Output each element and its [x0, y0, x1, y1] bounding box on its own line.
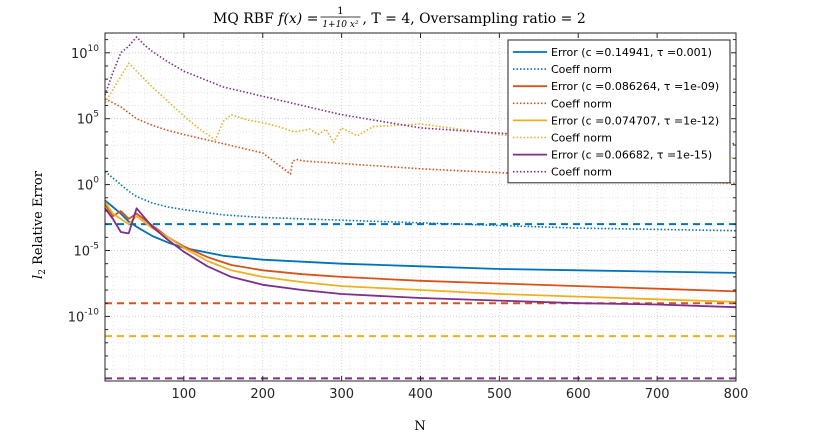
error-line-0 [104, 199, 737, 274]
x-tick-label: 600 [566, 387, 591, 402]
y-tick-label: 10-10 [68, 307, 100, 325]
y-tick-label: 1010 [71, 44, 99, 62]
legend-box [507, 39, 731, 184]
axes: 100 200 300 400 500 600 700 800 1010 105 100 10-5 10… [68, 32, 749, 402]
x-tick-label: 800 [724, 387, 749, 402]
coeff-norm-line-7 [104, 36, 737, 145]
threshold-lines [105, 223, 736, 380]
legend-label: Error (c =0.074707, τ =1e-12) [551, 114, 719, 127]
title-fraction-numerator: 1 [337, 6, 343, 17]
legend-label: Coeff norm [551, 132, 612, 145]
error-line-6 [104, 207, 737, 309]
coeff-norm-line-1 [104, 170, 737, 232]
error-line-4 [104, 201, 737, 303]
title-suffix: , T = 4, Oversampling ratio = 2 [362, 11, 585, 27]
series-layer [104, 36, 737, 309]
legend-label: Coeff norm [551, 63, 612, 76]
x-tick-label: 300 [329, 387, 354, 402]
legend-label: Error (c =0.14941, τ =0.001) [551, 46, 712, 59]
title-fraction: 1 1+10 x² [320, 6, 361, 30]
y-tick-label: 10-5 [73, 242, 99, 260]
ylabel-sub: 2 [38, 269, 48, 275]
ylabel-l: l [31, 275, 46, 279]
x-tick-label: 200 [250, 387, 275, 402]
coeff-norm-line-5 [104, 62, 737, 159]
legend-label: Coeff norm [551, 97, 612, 110]
x-tick-label: 700 [645, 387, 670, 402]
title-prefix: MQ RBF [213, 11, 278, 27]
ylabel-rest: Relative Error [31, 170, 46, 269]
y-axis-label: l2 Relative Error [31, 170, 48, 279]
legend-label: Error (c =0.086264, τ =1e-09) [551, 80, 719, 93]
legend-label: Error (c =0.06682, τ =1e-15) [551, 149, 712, 162]
x-axis-label: N [414, 419, 425, 434]
title-fx: f(x) = [277, 11, 318, 27]
svg-text:MQ RBF f(x) =: MQ RBF f(x) = [213, 11, 318, 27]
y-tick-label: 105 [77, 110, 99, 128]
error-line-2 [104, 203, 737, 293]
title-fraction-denominator: 1+10 x² [322, 20, 359, 30]
legend-label: Coeff norm [551, 166, 612, 179]
x-tick-label: 100 [171, 387, 196, 402]
chart-title: MQ RBF f(x) = 1 1+10 x² , T = 4, Oversam… [213, 6, 586, 30]
y-tick-label: 100 [77, 176, 100, 194]
svg-text:l2 Relative Error: l2 Relative Error [31, 170, 48, 279]
x-tick-label: 400 [408, 387, 433, 402]
plot-frame [104, 32, 737, 382]
x-tick-label: 500 [487, 387, 512, 402]
legend: Error (c =0.14941, τ =0.001) Coeff norm Er… [507, 39, 731, 184]
